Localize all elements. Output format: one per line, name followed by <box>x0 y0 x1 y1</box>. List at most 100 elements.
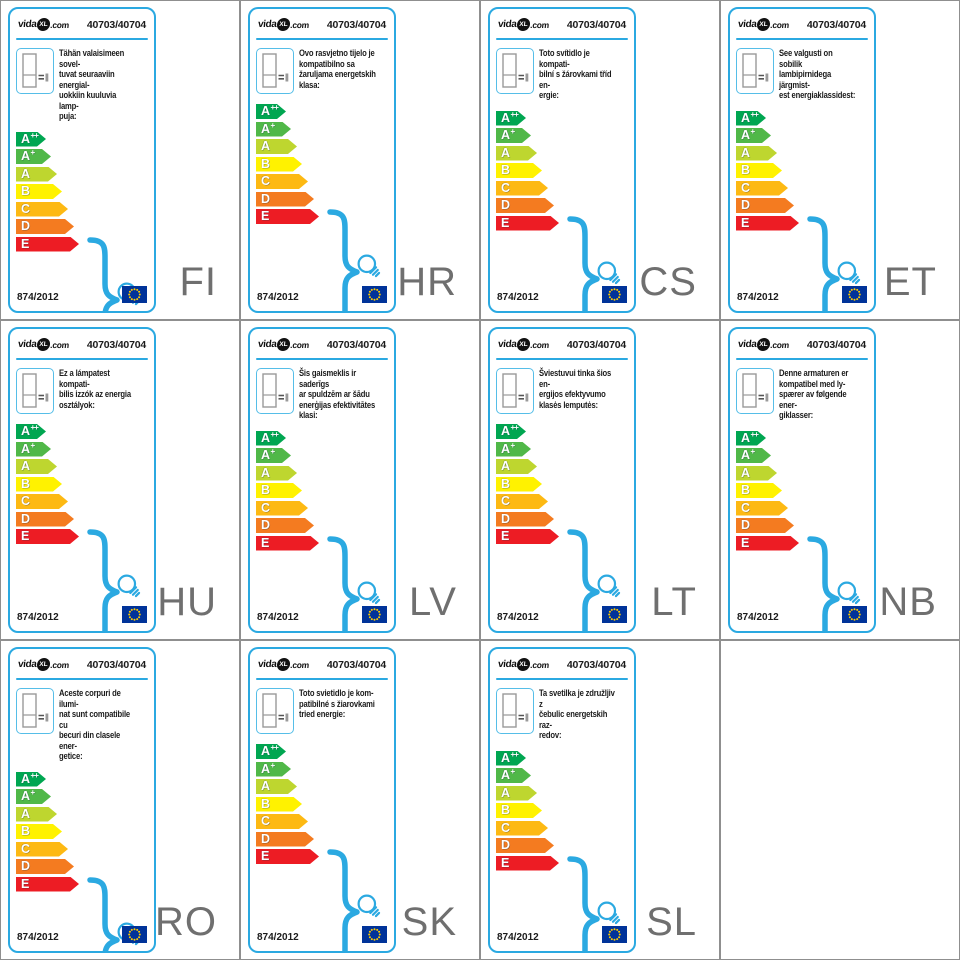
energy-rating-scale: A ++ A + A B C D E <box>256 429 394 631</box>
grade-letter: D <box>261 518 271 533</box>
regulation-number: 874/2012 <box>257 932 299 943</box>
luminaire-pictogram-icon <box>736 368 774 414</box>
regulation-number: 874/2012 <box>17 612 59 623</box>
rating-bar-a-plus: A + <box>256 762 291 777</box>
label-cell: vida XL .com 40703/40704 Ac <box>0 640 240 960</box>
grade-letter: A <box>261 104 271 119</box>
rating-bar-a-plus: A + <box>16 789 51 804</box>
light-bulb-icon <box>117 574 141 598</box>
description-row: Denne armaturen er kompatibel med ly- sp… <box>736 368 870 421</box>
grade-letter: D <box>741 198 751 213</box>
card-footer: 874/2012 <box>257 606 387 623</box>
luminaire-pictogram-icon <box>16 48 54 94</box>
grade-letter: A <box>741 145 751 160</box>
eu-flag-icon <box>122 286 147 303</box>
grade-letter: D <box>21 219 31 234</box>
logo-xl-circle: XL <box>516 338 531 351</box>
grade-letter: B <box>261 156 271 171</box>
grade-letter: A <box>261 139 271 154</box>
grade-letter: D <box>741 518 751 533</box>
compatibility-text: See valgusti on sobilik lambipirnidega j… <box>779 48 856 100</box>
logo-text-com: .com <box>529 659 550 670</box>
grade-letter: D <box>21 859 31 874</box>
logo-xl-circle: XL <box>36 18 51 31</box>
label-cell: vida XL .com 40703/40704 Šv <box>480 320 720 640</box>
label-cell: vida XL .com 40703/40704 To <box>240 640 480 960</box>
regulation-number: 874/2012 <box>497 292 539 303</box>
grade-letter: E <box>21 236 30 251</box>
grade-sup: + <box>270 760 275 770</box>
grade-letter: A <box>501 459 511 474</box>
language-code: CS <box>639 260 697 304</box>
energy-rating-scale: A ++ A + A B C D E <box>16 772 154 951</box>
vidaxl-logo: vida XL .com <box>497 338 550 351</box>
grade-sup: ++ <box>270 429 278 439</box>
grade-letter: C <box>21 494 31 509</box>
light-bulb-icon <box>357 581 381 604</box>
rating-bar-d: D <box>736 518 794 533</box>
language-code: SL <box>646 900 697 944</box>
rating-bar-a: A <box>16 807 57 822</box>
light-bulb-icon <box>597 574 621 598</box>
description-row: See valgusti on sobilik lambipirnidega j… <box>736 48 870 101</box>
energy-label-card: vida XL .com 40703/40704 Ac <box>8 647 156 953</box>
rating-bar-a: A <box>736 466 777 481</box>
energy-rating-scale: A ++ A + A B C D E <box>496 751 634 951</box>
logo-text-vida: vida <box>17 659 37 670</box>
grade-sup: ++ <box>30 423 38 432</box>
logo-text-com: .com <box>289 19 310 30</box>
header-divider <box>736 38 868 40</box>
eu-flag-icon <box>122 606 147 623</box>
grade-letter: A <box>21 441 31 456</box>
card-header: vida XL .com 40703/40704 <box>730 329 874 351</box>
grade-sup: + <box>30 148 35 157</box>
rating-bar-a-plus: A + <box>256 448 291 463</box>
logo-text-vida: vida <box>257 19 277 30</box>
vidaxl-logo: vida XL .com <box>257 18 310 31</box>
header-divider <box>16 678 148 680</box>
label-cell: vida XL .com 40703/40704 Tä <box>0 0 240 320</box>
compatibility-text: Ta svetilka je združljiv z čebulic energ… <box>539 688 615 740</box>
logo-xl-circle: XL <box>276 338 291 351</box>
grade-sup: + <box>510 127 515 136</box>
vidaxl-logo: vida XL .com <box>17 18 70 31</box>
description-row: Ovo rasvjetno tijelo je kompatibilno sa … <box>256 48 390 94</box>
vidaxl-logo: vida XL .com <box>17 338 70 351</box>
regulation-number: 874/2012 <box>497 932 539 943</box>
grade-letter: B <box>741 483 751 498</box>
luminaire-pictogram-icon <box>16 688 54 734</box>
grade-sup: ++ <box>750 109 758 119</box>
brace-icon <box>327 209 360 311</box>
grade-letter: A <box>501 785 511 800</box>
model-number: 40703/40704 <box>806 18 866 31</box>
grade-letter: A <box>501 768 511 783</box>
rating-bar-e: E <box>496 529 559 544</box>
logo-text-vida: vida <box>17 339 37 350</box>
grade-letter: D <box>501 198 511 213</box>
rating-bar-b: B <box>256 157 302 172</box>
rating-bar-c: C <box>16 202 68 217</box>
grade-letter: E <box>261 535 270 550</box>
energy-label-card: vida XL .com 40703/40704 Ez <box>8 327 156 633</box>
energy-label-card: vida XL .com 40703/40704 Se <box>728 7 876 313</box>
rating-bar-e: E <box>16 529 79 544</box>
logo-text-com: .com <box>769 19 790 30</box>
luminaire-pictogram-icon <box>16 368 54 414</box>
rating-bar-d: D <box>16 859 74 874</box>
grade-sup: ++ <box>510 423 518 432</box>
card-header: vida XL .com 40703/40704 <box>250 649 394 671</box>
luminaire-pictogram-icon <box>256 368 294 414</box>
grade-sup: ++ <box>270 743 278 752</box>
rating-bar-d: D <box>496 198 554 213</box>
rating-bar-a: A <box>496 786 537 801</box>
regulation-number: 874/2012 <box>257 612 299 623</box>
grade-letter: A <box>21 131 31 146</box>
regulation-number: 874/2012 <box>737 292 779 303</box>
eu-flag-icon <box>362 606 387 623</box>
grade-letter: A <box>741 430 751 445</box>
rating-bar-c: C <box>496 494 548 509</box>
rating-bar-c: C <box>256 501 308 516</box>
rating-bar-e: E <box>736 216 799 231</box>
logo-xl-circle: XL <box>756 338 771 351</box>
grade-sup: + <box>750 447 755 456</box>
